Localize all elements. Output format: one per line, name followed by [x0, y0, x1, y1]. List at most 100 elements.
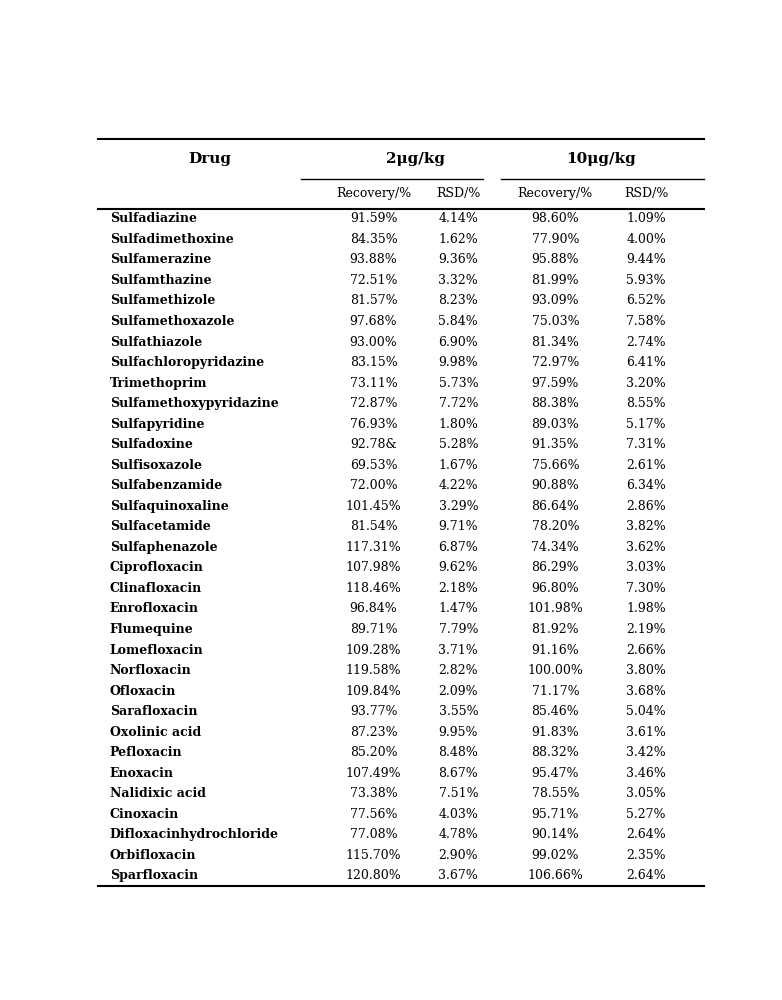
Text: 3.46%: 3.46% [626, 767, 666, 780]
Text: Sarafloxacin: Sarafloxacin [109, 705, 197, 718]
Text: 2.64%: 2.64% [626, 869, 666, 882]
Text: 91.35%: 91.35% [532, 438, 579, 451]
Text: 88.32%: 88.32% [532, 746, 579, 759]
Text: Ciprofloxacin: Ciprofloxacin [109, 561, 204, 574]
Text: 8.48%: 8.48% [439, 746, 479, 759]
Text: 2.35%: 2.35% [626, 849, 666, 862]
Text: 1.62%: 1.62% [439, 233, 479, 246]
Text: 90.88%: 90.88% [532, 479, 579, 492]
Text: 73.11%: 73.11% [350, 377, 397, 390]
Text: 4.14%: 4.14% [439, 212, 479, 225]
Text: 74.34%: 74.34% [532, 541, 579, 554]
Text: 2μg/kg: 2μg/kg [386, 152, 446, 166]
Text: 2.82%: 2.82% [439, 664, 478, 677]
Text: 2.64%: 2.64% [626, 828, 666, 841]
Text: 5.73%: 5.73% [439, 377, 478, 390]
Text: 5.27%: 5.27% [626, 808, 666, 821]
Text: 6.34%: 6.34% [626, 479, 666, 492]
Text: Sulfadiazine: Sulfadiazine [109, 212, 197, 225]
Text: 95.47%: 95.47% [532, 767, 579, 780]
Text: 81.57%: 81.57% [350, 294, 397, 307]
Text: RSD/%: RSD/% [624, 187, 669, 200]
Text: 9.36%: 9.36% [439, 253, 479, 266]
Text: 9.95%: 9.95% [439, 726, 478, 739]
Text: 8.23%: 8.23% [439, 294, 479, 307]
Text: 75.03%: 75.03% [532, 315, 579, 328]
Text: 3.05%: 3.05% [626, 787, 666, 800]
Text: Sulfathiazole: Sulfathiazole [109, 336, 202, 349]
Text: 5.04%: 5.04% [626, 705, 666, 718]
Text: Trimethoprim: Trimethoprim [109, 377, 207, 390]
Text: 3.55%: 3.55% [439, 705, 478, 718]
Text: Sulfamerazine: Sulfamerazine [109, 253, 211, 266]
Text: 3.20%: 3.20% [626, 377, 666, 390]
Text: 77.08%: 77.08% [350, 828, 397, 841]
Text: 96.84%: 96.84% [350, 602, 397, 615]
Text: 93.00%: 93.00% [350, 336, 397, 349]
Text: 7.31%: 7.31% [626, 438, 666, 451]
Text: Enrofloxacin: Enrofloxacin [109, 602, 199, 615]
Text: 100.00%: 100.00% [527, 664, 583, 677]
Text: Oxolinic acid: Oxolinic acid [109, 726, 201, 739]
Text: 7.30%: 7.30% [626, 582, 666, 595]
Text: 81.92%: 81.92% [532, 623, 579, 636]
Text: 119.58%: 119.58% [346, 664, 401, 677]
Text: 81.34%: 81.34% [532, 336, 579, 349]
Text: 99.02%: 99.02% [532, 849, 579, 862]
Text: 2.74%: 2.74% [626, 336, 666, 349]
Text: 7.72%: 7.72% [439, 397, 478, 410]
Text: 96.80%: 96.80% [532, 582, 579, 595]
Text: Ofloxacin: Ofloxacin [109, 685, 176, 698]
Text: 9.44%: 9.44% [626, 253, 666, 266]
Text: 8.67%: 8.67% [439, 767, 479, 780]
Text: Enoxacin: Enoxacin [109, 767, 174, 780]
Text: 1.47%: 1.47% [439, 602, 479, 615]
Text: 7.79%: 7.79% [439, 623, 478, 636]
Text: 5.28%: 5.28% [439, 438, 478, 451]
Text: 1.80%: 1.80% [439, 418, 479, 431]
Text: 2.61%: 2.61% [626, 459, 666, 472]
Text: 89.03%: 89.03% [532, 418, 579, 431]
Text: 117.31%: 117.31% [346, 541, 401, 554]
Text: 85.20%: 85.20% [350, 746, 397, 759]
Text: 3.42%: 3.42% [626, 746, 666, 759]
Text: Sulfacetamide: Sulfacetamide [109, 520, 210, 533]
Text: 72.97%: 72.97% [532, 356, 579, 369]
Text: Flumequine: Flumequine [109, 623, 194, 636]
Text: 3.67%: 3.67% [439, 869, 479, 882]
Text: Sulfisoxazole: Sulfisoxazole [109, 459, 202, 472]
Text: 91.59%: 91.59% [350, 212, 397, 225]
Text: Sulfadimethoxine: Sulfadimethoxine [109, 233, 234, 246]
Text: 10μg/kg: 10μg/kg [566, 152, 636, 166]
Text: Pefloxacin: Pefloxacin [109, 746, 182, 759]
Text: 9.98%: 9.98% [439, 356, 478, 369]
Text: Orbifloxacin: Orbifloxacin [109, 849, 196, 862]
Text: 115.70%: 115.70% [346, 849, 401, 862]
Text: 91.16%: 91.16% [532, 644, 579, 657]
Text: 4.22%: 4.22% [439, 479, 478, 492]
Text: 81.54%: 81.54% [350, 520, 397, 533]
Text: 98.60%: 98.60% [532, 212, 579, 225]
Text: 75.66%: 75.66% [532, 459, 579, 472]
Text: 84.35%: 84.35% [350, 233, 397, 246]
Text: 78.55%: 78.55% [532, 787, 579, 800]
Text: 85.46%: 85.46% [532, 705, 579, 718]
Text: 77.56%: 77.56% [350, 808, 397, 821]
Text: 107.98%: 107.98% [346, 561, 401, 574]
Text: 109.84%: 109.84% [346, 685, 401, 698]
Text: 92.78&: 92.78& [350, 438, 396, 451]
Text: Sulfaphenazole: Sulfaphenazole [109, 541, 217, 554]
Text: 118.46%: 118.46% [346, 582, 401, 595]
Text: 72.87%: 72.87% [350, 397, 397, 410]
Text: 4.00%: 4.00% [626, 233, 666, 246]
Text: 3.29%: 3.29% [439, 500, 478, 513]
Text: 101.98%: 101.98% [527, 602, 583, 615]
Text: Sulfaquinoxaline: Sulfaquinoxaline [109, 500, 228, 513]
Text: Difloxacinhydrochloride: Difloxacinhydrochloride [109, 828, 279, 841]
Text: 3.32%: 3.32% [439, 274, 479, 287]
Text: 6.41%: 6.41% [626, 356, 666, 369]
Text: 9.71%: 9.71% [439, 520, 478, 533]
Text: Sulfamethoxypyridazine: Sulfamethoxypyridazine [109, 397, 278, 410]
Text: 2.66%: 2.66% [626, 644, 666, 657]
Text: 4.03%: 4.03% [439, 808, 479, 821]
